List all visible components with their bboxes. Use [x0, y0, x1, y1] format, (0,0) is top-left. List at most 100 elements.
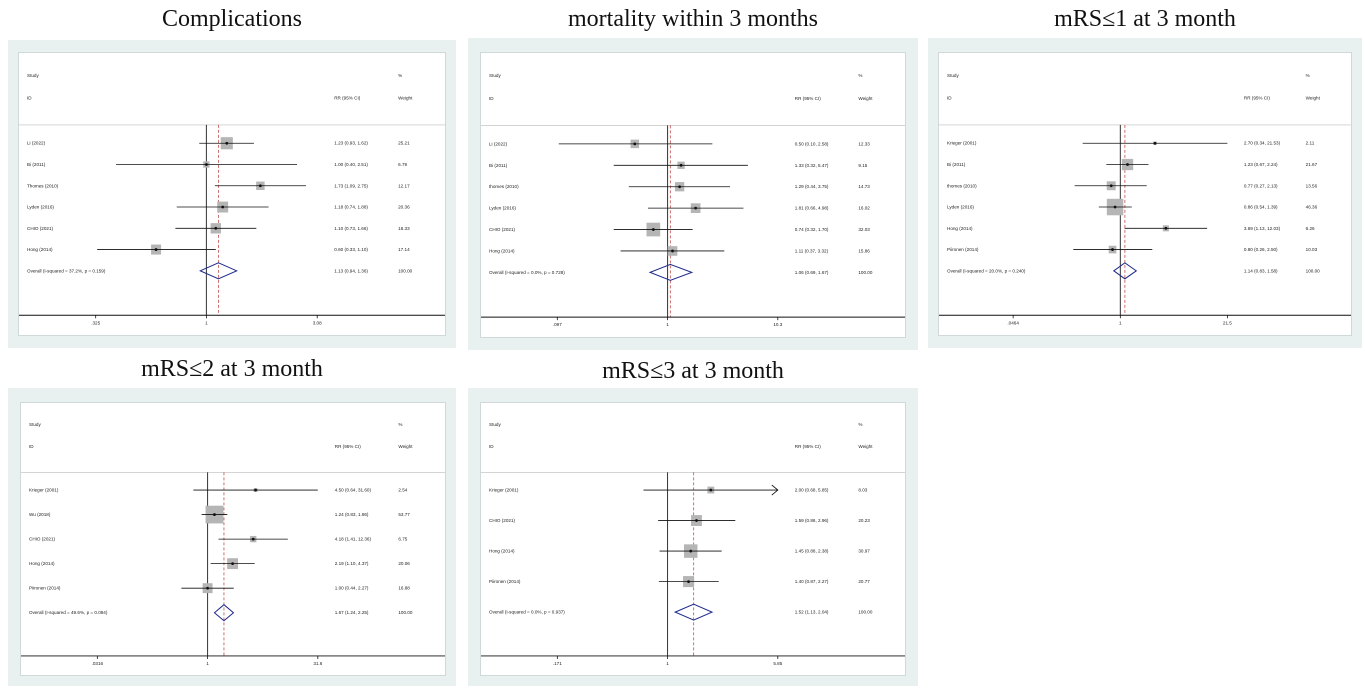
- point-estimate: [221, 205, 225, 209]
- header-weight: Weight: [398, 444, 413, 449]
- plot-area: Study ID RR (95% CI)% Weight Li (2022) 1.23 (…: [18, 52, 446, 336]
- point-estimate: [204, 163, 208, 166]
- study-effect-label: 1.23 (0.67, 2.24): [1244, 162, 1278, 167]
- study-effect-label: 2.19 (1.10, 4.37): [335, 561, 369, 566]
- x-tick-label: 1: [666, 322, 669, 327]
- study-weight-label: 20.23: [858, 518, 870, 523]
- point-estimate: [1153, 141, 1157, 145]
- study-label: Krieger (2001): [489, 488, 519, 493]
- x-tick-label: .171: [553, 661, 562, 666]
- overall-weight-label: 100.00: [398, 268, 412, 273]
- overall-label: Overall (I-squared = 49.6%, p = 0.094): [29, 610, 108, 615]
- overall-label: Overall (I-squared = 0.0%, p = 0.728): [489, 270, 565, 275]
- study-weight-label: 9.15: [858, 163, 867, 168]
- study-effect-label: 4.18 (1.41, 12.36): [335, 537, 372, 542]
- header-id: ID: [29, 444, 34, 449]
- point-estimate: [258, 184, 262, 188]
- forest-panel-mrs3: mRS≤3 at 3 month Study ID RR (95% CI)% Weig…: [468, 358, 918, 686]
- point-estimate: [213, 513, 216, 516]
- study-label: CHIO (2021): [489, 518, 516, 523]
- overall-effect-label: 1.13 (0.94, 1.36): [334, 268, 368, 273]
- forest-panel-mortality: mortality within 3 months Study ID RR (95%…: [468, 6, 918, 350]
- panel-frame: Study ID RR (95% CI)% Weight Krieger (2001) 2…: [928, 38, 1362, 348]
- study-weight-label: 14.73: [858, 184, 870, 189]
- header-percent: %: [858, 422, 862, 427]
- study-weight-label: 8.03: [858, 488, 867, 493]
- header-percent: %: [398, 73, 402, 78]
- header-percent: %: [398, 422, 402, 427]
- point-estimate: [214, 226, 218, 230]
- study-weight-label: 2.54: [398, 488, 407, 493]
- point-estimate: [633, 142, 637, 146]
- study-effect-label: 0.80 (0.26, 2.50): [1244, 247, 1278, 252]
- study-label: Hong (2014): [27, 247, 53, 252]
- overall-label: Overall (I-squared = 37.2%, p = 0.159): [27, 268, 106, 273]
- study-weight-label: 2.11: [1306, 141, 1315, 146]
- header-study: Study: [29, 422, 41, 427]
- study-weight-label: 15.86: [858, 248, 870, 253]
- study-effect-label: 1.73 (1.09, 2.75): [334, 183, 368, 188]
- point-estimate: [679, 163, 683, 167]
- study-effect-label: 0.77 (0.27, 2.13): [1244, 183, 1278, 188]
- study-weight-label: 6.75: [398, 537, 407, 542]
- header-id: ID: [489, 444, 494, 449]
- point-estimate: [687, 580, 690, 583]
- overall-weight-label: 100.00: [858, 270, 872, 275]
- header-percent: %: [1306, 73, 1310, 78]
- overall-weight-label: 100.00: [398, 610, 412, 615]
- study-effect-label: 1.29 (0.44, 3.75): [795, 184, 829, 189]
- x-tick-label: 31.6: [313, 661, 322, 666]
- study-weight-label: 16.88: [398, 586, 410, 591]
- header-id: ID: [489, 96, 494, 101]
- forest-plot: Study ID RR (95% CI)% Weight Li (2022) 1.23 (…: [19, 73, 445, 325]
- point-estimate: [1111, 248, 1114, 251]
- panel-title: Complications: [162, 6, 302, 32]
- study-effect-label: 0.86 (0.54, 1.39): [1244, 205, 1278, 210]
- study-effect-label: 1.23 (0.93, 1.62): [334, 141, 368, 146]
- study-effect-label: 2.00 (0.68, 5.85): [795, 488, 829, 493]
- x-tick-label: 5.85: [773, 661, 782, 666]
- study-label: Piironen (2014): [29, 586, 61, 591]
- study-weight-label: 16.02: [858, 206, 870, 211]
- x-tick-label: 1: [205, 320, 208, 325]
- study-weight-label: 46.36: [1306, 205, 1318, 210]
- header-effect: RR (95% CI): [335, 444, 362, 449]
- overall-diamond: [673, 603, 714, 621]
- study-effect-label: 4.50 (0.64, 31.60): [335, 488, 372, 493]
- panel-title: mRS≤1 at 3 month: [1054, 6, 1236, 32]
- plot-area: Study ID RR (95% CI)% Weight Krieger (2001) 2…: [480, 402, 906, 676]
- study-weight-label: 53.77: [398, 512, 410, 517]
- header-effect: RR (95% CI): [334, 96, 361, 101]
- study-weight-label: 13.56: [1306, 183, 1318, 188]
- x-tick-label: 1: [666, 661, 669, 666]
- header-weight: Weight: [1306, 96, 1321, 101]
- x-tick-label: 3.08: [313, 320, 322, 325]
- study-weight-label: 12.17: [398, 183, 410, 188]
- point-estimate: [689, 549, 693, 553]
- study-label: Li (2022): [27, 141, 46, 146]
- study-weight-label: 32.03: [858, 227, 870, 232]
- study-label: Hong (2014): [947, 226, 973, 231]
- study-effect-label: 1.45 (0.88, 2.38): [795, 549, 829, 554]
- study-effect-label: 3.69 (1.13, 12.03): [1244, 226, 1281, 231]
- study-label: Bi (2011): [489, 163, 508, 168]
- study-label: Piironen (2014): [489, 579, 521, 584]
- study-label: Krieger (2001): [947, 141, 977, 146]
- study-label: CHIO (2021): [27, 226, 54, 231]
- study-label: Hong (2014): [489, 549, 515, 554]
- point-estimate: [1109, 184, 1113, 188]
- study-weight-label: 18.33: [398, 226, 410, 231]
- header-study: Study: [489, 422, 501, 427]
- point-estimate: [254, 488, 257, 492]
- study-label: thomes (2010): [947, 183, 977, 188]
- study-label: Hong (2014): [29, 561, 55, 566]
- study-label: Thomes (2010): [27, 183, 59, 188]
- x-tick-label: 1: [206, 661, 209, 666]
- study-weight-label: 17.14: [398, 247, 410, 252]
- panel-title: mRS≤2 at 3 month: [141, 356, 323, 382]
- study-label: Hong (2014): [489, 248, 515, 253]
- panel-frame: Study ID RR (95% CI)% Weight Krieger (2001) 4…: [8, 388, 456, 686]
- forest-panel-complications: Complications Study ID RR (95% CI)% Weight L…: [8, 6, 456, 348]
- study-label: Krieger (2001): [29, 488, 59, 493]
- study-weight-label: 21.67: [1306, 162, 1318, 167]
